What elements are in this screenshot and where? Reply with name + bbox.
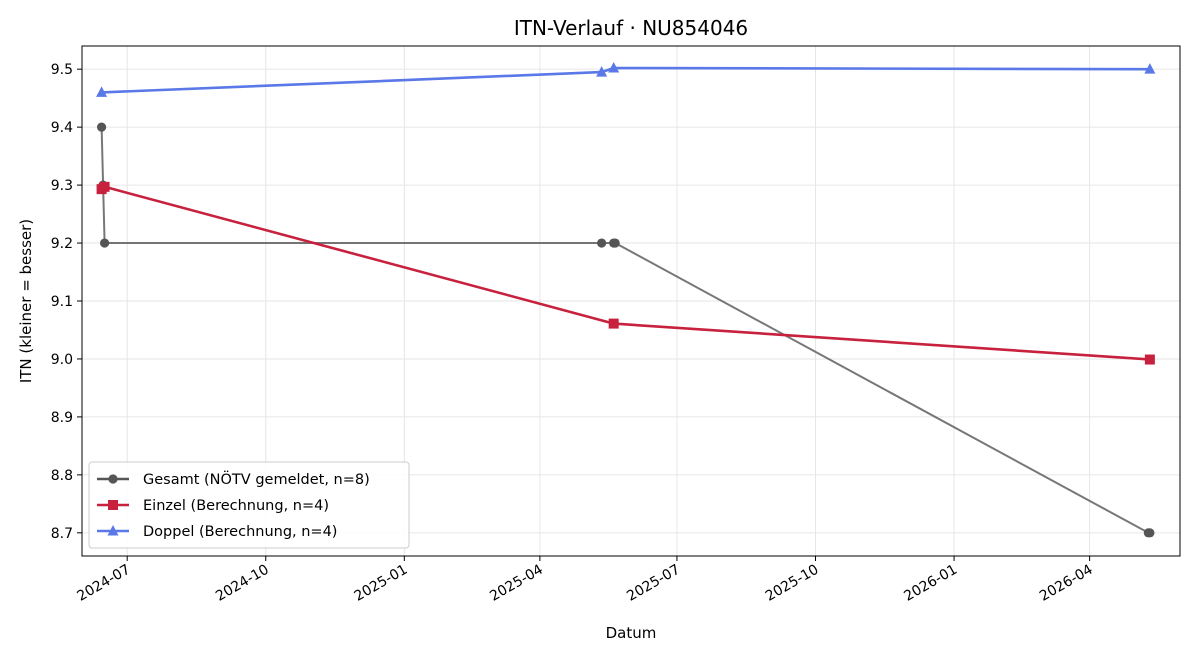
legend-label: Doppel (Berechnung, n=4) <box>143 524 337 540</box>
data-point <box>96 86 108 97</box>
data-point <box>1145 528 1155 538</box>
data-point <box>1144 63 1156 74</box>
y-tick-label: 8.8 <box>51 468 73 484</box>
x-axis: 2024-07 2024-10 2025-01 2025-04 2025-07 2025-… <box>75 556 1096 605</box>
legend-marker <box>108 500 118 510</box>
y-tick-label: 9.5 <box>51 62 73 78</box>
data-point <box>608 318 619 329</box>
series-1 <box>96 122 1155 538</box>
x-tick-label: 2026-01 <box>901 562 960 605</box>
legend-label: Gesamt (NÖTV gemeldet, n=8) <box>143 470 370 488</box>
x-axis-title: Datum <box>606 624 657 642</box>
y-tick-label: 9.1 <box>51 294 73 310</box>
y-axis: 8.7 8.8 8.9 9.0 9.1 9.2 9.3 9.4 9.5 <box>51 62 82 542</box>
legend-marker <box>107 525 119 536</box>
y-tick-label: 9.3 <box>51 178 73 194</box>
series-line <box>100 127 1150 534</box>
legend-item: Doppel (Berechnung, n=4) <box>97 524 337 540</box>
data-point <box>96 122 107 132</box>
data-point <box>608 62 620 73</box>
legend-label: Einzel (Berechnung, n=4) <box>143 498 329 514</box>
x-tick-label: 2024-07 <box>75 562 134 605</box>
y-axis-title: ITN (kleiner = besser) <box>17 219 35 383</box>
y-tick-label: 8.9 <box>51 410 73 426</box>
data-point <box>597 238 607 248</box>
x-tick-label: 2025-04 <box>487 562 546 605</box>
x-tick-label: 2025-07 <box>624 562 683 605</box>
data-point <box>596 66 608 77</box>
y-tick-label: 9.4 <box>51 120 73 136</box>
legend-box <box>88 461 410 549</box>
series-2 <box>96 181 1155 365</box>
legend-item: Einzel (Berechnung, n=4) <box>97 498 329 514</box>
legend: Gesamt (NÖTV gemeldet, n=8) Einzel (Berec… <box>88 461 410 549</box>
data-point <box>99 238 110 248</box>
x-tick-label: 2025-10 <box>763 562 822 605</box>
y-tick-label: 9.2 <box>51 236 73 252</box>
legend-item: Gesamt (NÖTV gemeldet, n=8) <box>97 470 370 488</box>
series-line <box>101 66 1150 94</box>
series-3 <box>96 62 1156 97</box>
data-point <box>99 181 110 192</box>
data-point <box>1144 354 1155 365</box>
legend-marker <box>108 474 118 484</box>
series-line <box>100 185 1150 361</box>
x-tick-label: 2024-10 <box>213 562 272 605</box>
x-tick-label: 2025-01 <box>352 562 411 605</box>
y-tick-label: 8.7 <box>51 526 73 542</box>
data-point <box>610 238 620 248</box>
chart-title: ITN-Verlauf · NU854046 <box>514 16 748 40</box>
series-layer <box>96 62 1156 538</box>
x-tick-label: 2026-04 <box>1037 562 1096 605</box>
y-tick-label: 9.0 <box>51 352 73 368</box>
